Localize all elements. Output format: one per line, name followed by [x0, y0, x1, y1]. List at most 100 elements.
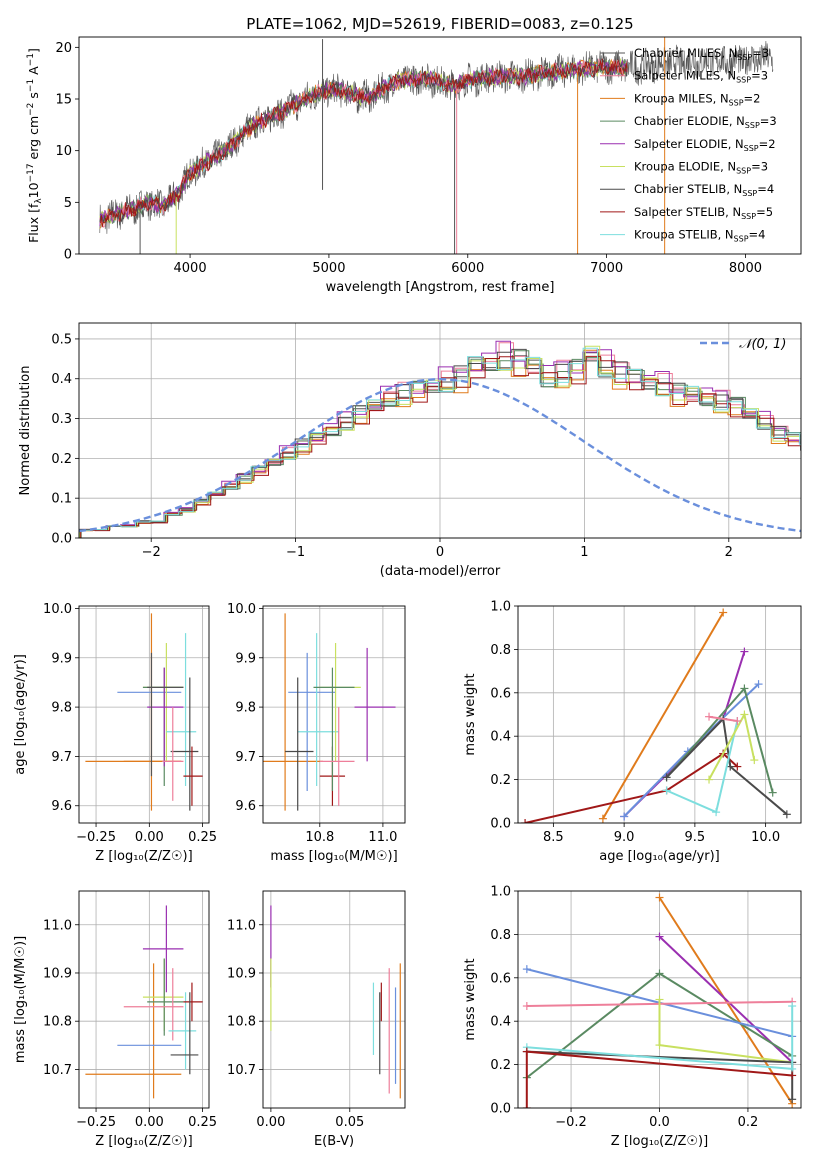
- plot-area: [522, 893, 797, 1108]
- age-vs-metallicity-panel: −0.25 0.00 0.25 9.6 9.7 9.8 9.9 10.0 Z [log₁₀(Z/…: [13, 602, 217, 864]
- legend-label-main: Kroupa ELODIE, N: [634, 160, 736, 174]
- legend-label-tail: =3: [760, 114, 777, 128]
- plot-area: [85, 905, 203, 1099]
- legend-label: Chabrier ELODIE, NSSP=3: [634, 114, 777, 130]
- y-tick-label: 11.0: [227, 918, 256, 933]
- y-tick-label: 15: [55, 93, 72, 108]
- mass-weight-series-line: [708, 715, 738, 722]
- legend-label-subscript: SSP: [744, 144, 759, 153]
- plot-area: [521, 608, 791, 823]
- x-axis-label: mass [log₁₀(M/M☉)]: [270, 849, 397, 864]
- legend-label: Chabrier STELIB, NSSP=4: [634, 182, 774, 198]
- x-tick-label: 0.00: [256, 1115, 285, 1130]
- x-axis-label: wavelength [Angstrom, rest frame]: [326, 280, 555, 295]
- x-axis-label: (data-model)/error: [380, 564, 501, 579]
- x-axis-label: E(B-V): [314, 1134, 354, 1149]
- x-tick-label: −0.25: [76, 1115, 116, 1130]
- x-axis-label: age [log₁₀(age/yr)]: [599, 849, 720, 864]
- x-tick-label: 1: [580, 545, 588, 560]
- x-axis-label: Z [log₁₀(Z/Z☉)]: [95, 1134, 192, 1149]
- y-tick-label: 0.0: [490, 1102, 511, 1117]
- x-tick-label: −1: [286, 545, 305, 560]
- x-tick-label: −0.25: [76, 830, 116, 845]
- y-tick-label: 0.1: [51, 492, 72, 507]
- legend-label-tail: =3: [751, 160, 768, 174]
- y-tick-label: 10.8: [227, 1015, 256, 1030]
- y-tick-label: 10.0: [43, 602, 72, 617]
- legend-label-main: Salpeter ELODIE, N: [634, 137, 744, 151]
- y-tick-label: 0.0: [490, 817, 511, 832]
- axes-frame: [78, 890, 210, 1109]
- y-tick-label: 0: [64, 248, 72, 263]
- y-tick-label: 9.8: [235, 701, 256, 716]
- mass-weight-series-line: [602, 611, 725, 820]
- legend-label-tail: =2: [744, 91, 761, 105]
- legend-label-subscript: SSP: [736, 76, 751, 85]
- legend-label: Chabrier MILES, NSSP=3: [634, 46, 769, 62]
- massweight-vs-age-panel: 8.5 9.0 9.5 10.0 0.0 0.2 0.4 0.6 0.8 1.0 age [log₁…: [463, 600, 802, 864]
- mass-vs-ebv-panel: 0.00 0.05 10.7 10.8 10.9 11.0 E(B-V): [227, 890, 406, 1149]
- x-tick-label: 0.2: [738, 1115, 759, 1130]
- axes-frame: [517, 890, 802, 1109]
- ylabel-part: −17: [26, 163, 36, 182]
- y-tick-label: 20: [55, 41, 72, 56]
- plot-area: [270, 905, 401, 1099]
- legend-label-tail: =4: [757, 182, 774, 196]
- y-tick-label: 0.6: [490, 686, 511, 701]
- mass-weight-series-line: [665, 686, 774, 793]
- legend-label: Salpeter ELODIE, NSSP=2: [634, 137, 776, 153]
- axes-frame: [262, 605, 406, 824]
- y-tick-label: 9.9: [51, 651, 72, 666]
- legend-label-main: Chabrier STELIB, N: [634, 182, 742, 196]
- legend-label-main: Chabrier MILES, N: [634, 46, 737, 60]
- axes-frame: [78, 322, 802, 539]
- y-tick-label: 10.8: [43, 1015, 72, 1030]
- x-tick-label: 0.0: [649, 1115, 670, 1130]
- mass-weight-series-line: [665, 716, 788, 816]
- plot-area: [79, 340, 801, 538]
- x-tick-label: 0.25: [188, 830, 217, 845]
- y-tick-label: 9.6: [51, 799, 72, 814]
- ylabel-part: 10: [26, 182, 41, 198]
- x-tick-label: 9.0: [614, 830, 635, 845]
- legend-label-tail: =3: [751, 69, 768, 83]
- axes-frame: [78, 36, 802, 255]
- y-tick-label: 0.4: [490, 1015, 511, 1030]
- axes-frame: [262, 890, 406, 1109]
- legend-label: Salpeter MILES, NSSP=3: [634, 69, 768, 85]
- legend-label-tail: =3: [752, 46, 769, 60]
- x-tick-label: 7000: [590, 261, 623, 276]
- ylabel-part: erg cm: [26, 116, 41, 164]
- x-tick-label: 0.05: [335, 1115, 364, 1130]
- x-tick-label: 8.5: [543, 830, 564, 845]
- legend-label-main: Kroupa STELIB, N: [634, 228, 734, 242]
- ylabel-part: −1: [26, 79, 36, 92]
- y-tick-label: 0.2: [51, 452, 72, 467]
- legend-label: Salpeter STELIB, NSSP=5: [634, 205, 773, 221]
- residual-histogram-panel: −2 −1 0 1 2 0.0 0.1 0.2 0.3 0.4 0.5 (data-model)/er…: [18, 322, 802, 579]
- y-axis-label: mass weight: [463, 673, 478, 755]
- ylabel-part: Flux [f: [26, 203, 41, 243]
- x-tick-label: 9.5: [685, 830, 706, 845]
- y-tick-label: 0.4: [490, 730, 511, 745]
- y-tick-label: 10: [55, 144, 72, 159]
- x-tick-label: 11.0: [368, 830, 397, 845]
- histogram-step-line: [79, 345, 801, 538]
- legend-label-subscript: SSP: [742, 189, 757, 198]
- legend-label: Kroupa ELODIE, NSSP=3: [634, 160, 768, 176]
- y-tick-label: 1.0: [490, 885, 511, 900]
- ylabel-part: λ: [34, 198, 44, 204]
- ylabel-part: −2: [26, 103, 36, 116]
- y-tick-label: 1.0: [490, 600, 511, 615]
- y-tick-label: 9.6: [235, 799, 256, 814]
- legend-label: 𝒩(0, 1): [739, 337, 786, 352]
- y-tick-label: 10.7: [43, 1063, 72, 1078]
- axes-frame: [78, 605, 210, 824]
- axes-frame: [517, 605, 802, 824]
- spectrum-panel: 4000 5000 6000 7000 8000 0 5 10 15 20 wavelength […: [26, 36, 802, 295]
- x-tick-label: 0.25: [188, 1115, 217, 1130]
- legend-label-main: Kroupa MILES, N: [634, 91, 729, 105]
- y-axis-label: mass [log₁₀(M/M☉)]: [13, 936, 28, 1063]
- spectrum-series-line: [99, 58, 628, 228]
